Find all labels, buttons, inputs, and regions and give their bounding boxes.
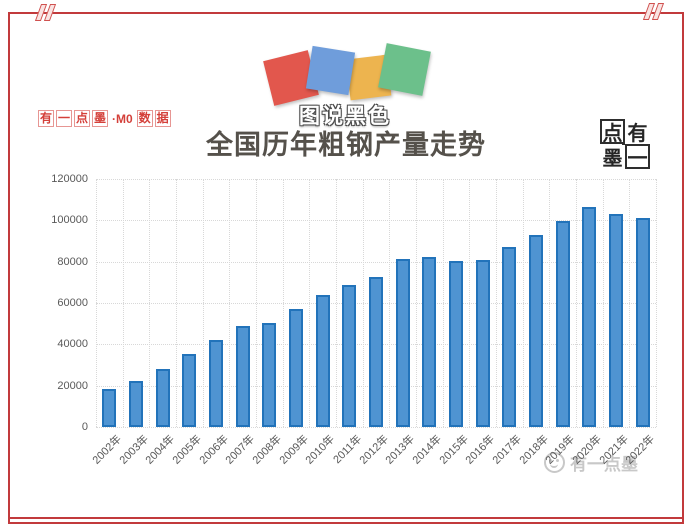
bar bbox=[475, 260, 490, 427]
brand-stamp: 点有墨一 bbox=[600, 119, 650, 170]
x-axis-tick-label: 2006年 bbox=[197, 433, 231, 467]
x-axis-tick-label: 2014年 bbox=[410, 433, 444, 467]
x-axis-tick-label: 2010年 bbox=[303, 433, 338, 467]
bar bbox=[449, 260, 463, 427]
y-axis-tick-label: 120000 bbox=[51, 173, 88, 185]
chart-title: 全国历年粗钢产量走势 bbox=[206, 130, 486, 160]
bar bbox=[582, 206, 597, 427]
x-axis-tick-label: 2004年 bbox=[143, 433, 178, 467]
bar bbox=[635, 217, 650, 427]
stamp-char: 一 bbox=[625, 144, 650, 170]
bar bbox=[395, 258, 410, 427]
bar bbox=[369, 277, 383, 427]
gridline-vertical bbox=[656, 179, 657, 427]
brand-char: 数 bbox=[136, 110, 153, 127]
stamp-dot bbox=[622, 142, 625, 145]
series-logo: 图说黑色 bbox=[260, 43, 431, 130]
x-axis-tick-label: 2021年 bbox=[597, 433, 631, 467]
brand-char: 据 bbox=[154, 110, 171, 127]
x-axis-tick-label: 2005年 bbox=[170, 433, 204, 467]
brand-char: 一 bbox=[56, 110, 72, 127]
x-axis-tick-label: 2002年 bbox=[90, 433, 124, 467]
ink-face-icon bbox=[544, 452, 565, 473]
stamp-char: 有 bbox=[627, 123, 648, 145]
stamp-char: 墨 bbox=[602, 148, 623, 170]
bar bbox=[502, 247, 517, 427]
gridline-horizontal bbox=[96, 261, 656, 263]
brand-char: 墨 bbox=[92, 110, 108, 127]
red-frame-bottom-line bbox=[10, 517, 682, 519]
gridline-horizontal bbox=[96, 427, 656, 428]
x-axis-tick-label: 2015年 bbox=[437, 433, 471, 467]
x-axis-tick-label: 2007年 bbox=[223, 433, 258, 467]
x-axis-tick-label: 2022年 bbox=[623, 433, 658, 467]
x-axis-tick-label: 2011年 bbox=[330, 433, 364, 467]
bar bbox=[529, 235, 543, 427]
x-axis-tick-label: 2013年 bbox=[383, 433, 418, 467]
x-axis-tick-label: 2016年 bbox=[463, 433, 498, 467]
stamp-char: 点 bbox=[600, 119, 625, 145]
brand-char: 点 bbox=[74, 110, 90, 127]
bar bbox=[609, 213, 623, 427]
logo-square-blue bbox=[305, 45, 356, 96]
y-axis-tick-label: 0 bbox=[81, 421, 88, 433]
y-axis-tick-label: 80000 bbox=[57, 255, 88, 268]
bar bbox=[182, 354, 197, 427]
x-axis-tick-label: 2008年 bbox=[250, 433, 284, 467]
bar bbox=[289, 308, 303, 427]
bar bbox=[102, 389, 117, 427]
x-axis-tick-label: 2019年 bbox=[543, 433, 578, 467]
bar bbox=[129, 381, 143, 427]
logo-title: 图说黑色 bbox=[299, 105, 391, 128]
red-frame-border bbox=[8, 12, 684, 524]
bar bbox=[262, 323, 277, 427]
x-axis-tick-label: 2017年 bbox=[490, 433, 524, 467]
bar bbox=[422, 257, 437, 427]
bar bbox=[155, 368, 170, 427]
brand-mid: ·M0 bbox=[112, 111, 133, 126]
y-axis-tick-label: 20000 bbox=[57, 379, 88, 392]
bar bbox=[235, 325, 250, 427]
bar bbox=[315, 295, 330, 427]
bar bbox=[209, 340, 223, 427]
x-axis-tick-label: 2020年 bbox=[570, 433, 604, 467]
logo-square-green bbox=[378, 43, 431, 96]
y-axis-tick-label: 60000 bbox=[57, 297, 88, 309]
x-axis-tick-label: 2003年 bbox=[117, 433, 151, 467]
bottom-watermark: 有一点墨 bbox=[544, 450, 638, 475]
y-axis-tick-label: 100000 bbox=[51, 214, 88, 227]
bar bbox=[342, 285, 357, 427]
brand-watermark-left: 有一点墨 ·M0 数据 bbox=[38, 110, 171, 127]
gridline-horizontal bbox=[96, 179, 656, 180]
bar bbox=[555, 221, 570, 427]
brand-char: 有 bbox=[38, 110, 54, 127]
y-axis-tick-label: 40000 bbox=[57, 338, 88, 351]
gridline-horizontal bbox=[96, 220, 656, 222]
watermark-text: 有一点墨 bbox=[570, 455, 638, 474]
x-axis-tick-label: 2009年 bbox=[277, 433, 311, 467]
x-axis-tick-label: 2018年 bbox=[517, 433, 551, 467]
